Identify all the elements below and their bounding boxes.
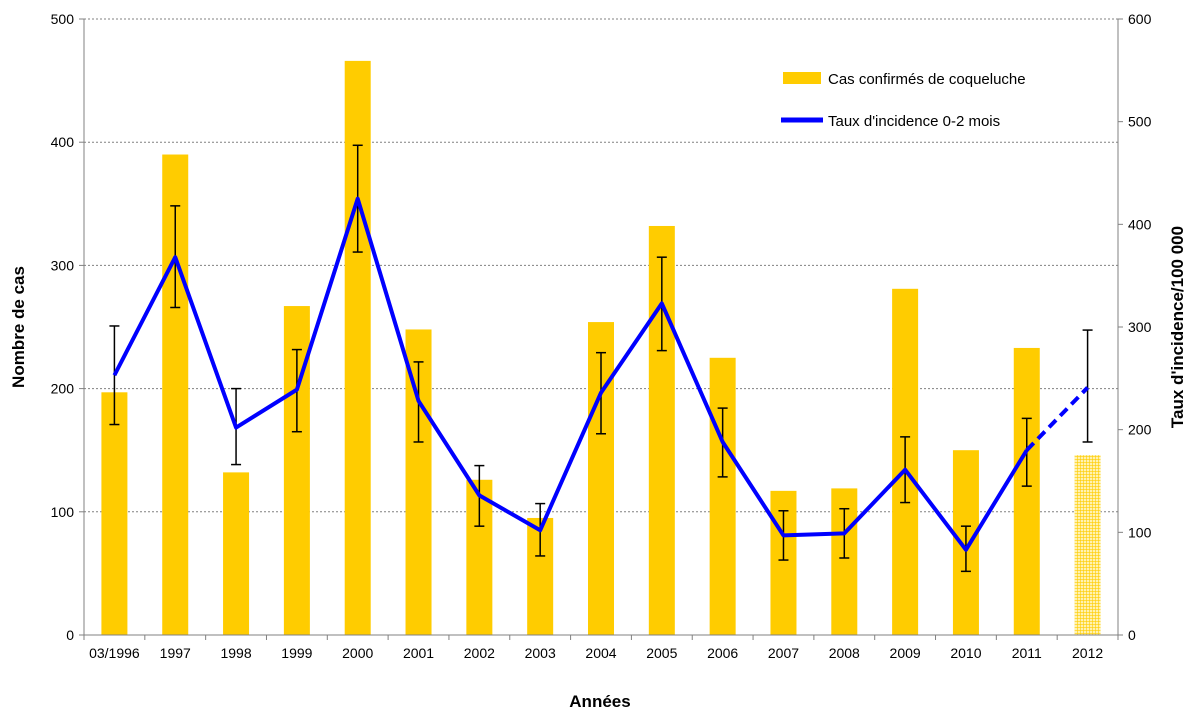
y2-tick-label: 200 [1128, 422, 1152, 438]
y-tick-label: 400 [51, 134, 75, 150]
x-tick-label: 03/1996 [89, 645, 140, 661]
axes [79, 18, 1123, 640]
x-tick-label: 2007 [768, 645, 799, 661]
x-tick-label: 2009 [890, 645, 921, 661]
bar [1013, 347, 1040, 635]
y-tick-label: 0 [66, 627, 74, 643]
bar [1074, 455, 1101, 635]
x-tick-label: 2008 [829, 645, 860, 661]
y-tick-label: 300 [51, 257, 75, 273]
legend-label-line: Taux d'incidence 0-2 mois [828, 113, 1000, 130]
y2-tick-label: 100 [1128, 524, 1152, 540]
x-tick-label: 2004 [585, 645, 616, 661]
line-path [112, 196, 1029, 552]
y2-tick-label: 0 [1128, 627, 1136, 643]
bar [709, 357, 736, 635]
legend: Cas confirmés de coqueluche Taux d'incid… [781, 71, 1026, 130]
bar [223, 472, 250, 635]
y2-axis-title: Taux d'incidence/100 000 [1168, 226, 1187, 428]
tick-labels: 03/1996 1997 1998 1999 2000 2001 2002 2003 2004 2… [51, 11, 1152, 661]
y-tick-label: 100 [51, 504, 75, 520]
x-tick-label: 2012 [1072, 645, 1103, 661]
x-tick-label: 2002 [464, 645, 495, 661]
x-tick-label: 2006 [707, 645, 738, 661]
x-tick-label: 2001 [403, 645, 434, 661]
x-tick-label: 2005 [646, 645, 677, 661]
x-tick-label: 2010 [950, 645, 981, 661]
line-path-projected [1025, 386, 1090, 452]
x-tick-label: 2003 [525, 645, 556, 661]
legend-swatch-bars [783, 72, 821, 84]
y2-tick-label: 600 [1128, 11, 1152, 27]
x-tick-label: 1997 [160, 645, 191, 661]
y2-tick-label: 400 [1128, 216, 1152, 232]
bar-series [101, 60, 1101, 635]
x-tick-label: 2011 [1012, 645, 1042, 661]
x-tick-label: 2000 [342, 645, 373, 661]
x-axis-title: Années [569, 692, 630, 711]
x-tick-label: 1999 [281, 645, 312, 661]
line-series [112, 196, 1090, 552]
bar [101, 392, 128, 635]
y2-tick-label: 300 [1128, 319, 1152, 335]
y-tick-label: 200 [51, 381, 75, 397]
error-bar [1082, 329, 1093, 443]
y2-tick-label: 500 [1128, 114, 1152, 130]
legend-label-bars: Cas confirmés de coqueluche [828, 71, 1026, 88]
y-tick-label: 500 [51, 11, 75, 27]
gridlines [84, 18, 1118, 513]
x-tick-label: 1998 [220, 645, 251, 661]
y-axis-title: Nombre de cas [9, 266, 28, 388]
